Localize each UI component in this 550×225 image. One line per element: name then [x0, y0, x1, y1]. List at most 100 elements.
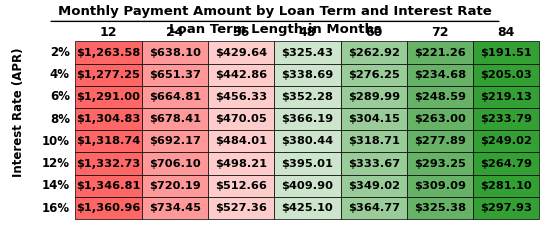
Text: $191.51: $191.51	[481, 47, 532, 58]
Text: 6%: 6%	[50, 90, 70, 104]
Bar	[340, 86, 407, 108]
Bar	[75, 153, 141, 175]
Text: 8%: 8%	[50, 113, 70, 126]
Text: 84: 84	[498, 26, 515, 39]
Bar	[274, 108, 340, 130]
Text: $442.86: $442.86	[215, 70, 267, 80]
Bar	[274, 130, 340, 153]
Text: $338.69: $338.69	[281, 70, 333, 80]
Text: $1,346.81: $1,346.81	[76, 181, 141, 191]
Bar	[473, 64, 540, 86]
Bar	[141, 153, 208, 175]
Bar	[208, 197, 274, 219]
Bar	[208, 153, 274, 175]
Text: $395.01: $395.01	[282, 159, 333, 169]
Bar	[141, 64, 208, 86]
Bar	[473, 108, 540, 130]
Text: 24: 24	[166, 26, 184, 39]
Bar	[473, 153, 540, 175]
Text: $352.28: $352.28	[282, 92, 333, 102]
Text: $484.01: $484.01	[215, 136, 267, 146]
Bar	[208, 130, 274, 153]
Text: $720.19: $720.19	[149, 181, 201, 191]
Bar	[208, 64, 274, 86]
Text: $233.79: $233.79	[480, 114, 532, 124]
Bar	[75, 64, 141, 86]
Bar	[141, 130, 208, 153]
Bar	[141, 108, 208, 130]
Bar	[274, 197, 340, 219]
Bar	[208, 86, 274, 108]
Text: $1,304.83: $1,304.83	[76, 114, 141, 124]
Text: $429.64: $429.64	[215, 47, 267, 58]
Text: 48: 48	[299, 26, 316, 39]
Text: $205.03: $205.03	[481, 70, 532, 80]
Text: $364.77: $364.77	[348, 203, 400, 213]
Text: $221.26: $221.26	[414, 47, 466, 58]
Bar	[75, 175, 141, 197]
Text: $333.67: $333.67	[348, 159, 400, 169]
Bar	[407, 86, 473, 108]
Bar	[340, 108, 407, 130]
Bar	[75, 86, 141, 108]
Text: $325.38: $325.38	[414, 203, 466, 213]
Bar	[340, 175, 407, 197]
Text: $638.10: $638.10	[148, 47, 201, 58]
Bar	[274, 64, 340, 86]
Text: $325.43: $325.43	[282, 47, 333, 58]
Text: $664.81: $664.81	[148, 92, 201, 102]
Text: $678.41: $678.41	[148, 114, 201, 124]
Bar	[141, 197, 208, 219]
Text: $380.44: $380.44	[281, 136, 333, 146]
Text: $512.66: $512.66	[215, 181, 267, 191]
Text: $264.79: $264.79	[480, 159, 532, 169]
Text: $304.15: $304.15	[348, 114, 400, 124]
Text: $409.90: $409.90	[282, 181, 333, 191]
Bar	[407, 64, 473, 86]
Text: $276.25: $276.25	[348, 70, 399, 80]
Bar	[274, 86, 340, 108]
Text: $1,263.58: $1,263.58	[76, 47, 141, 58]
Text: Loan Term Length in Months: Loan Term Length in Months	[169, 23, 381, 36]
Bar	[473, 41, 540, 64]
Bar	[274, 153, 340, 175]
Bar	[340, 130, 407, 153]
Bar	[473, 197, 540, 219]
Bar	[407, 108, 473, 130]
Text: $470.05: $470.05	[215, 114, 267, 124]
Bar	[208, 41, 274, 64]
Bar	[75, 197, 141, 219]
Text: $349.02: $349.02	[348, 181, 400, 191]
Text: $1,360.96: $1,360.96	[76, 203, 141, 213]
Text: $249.02: $249.02	[480, 136, 532, 146]
Bar	[407, 41, 473, 64]
Text: 60: 60	[365, 26, 382, 39]
Bar	[141, 41, 208, 64]
Text: $734.45: $734.45	[148, 203, 201, 213]
Bar	[75, 130, 141, 153]
Text: $318.71: $318.71	[348, 136, 400, 146]
Text: $651.37: $651.37	[149, 70, 201, 80]
Bar	[407, 153, 473, 175]
Text: 12: 12	[100, 26, 117, 39]
Text: $1,277.25: $1,277.25	[76, 70, 140, 80]
Text: $456.33: $456.33	[215, 92, 267, 102]
Text: $1,318.74: $1,318.74	[76, 136, 141, 146]
Bar	[75, 41, 141, 64]
Bar	[141, 86, 208, 108]
Bar	[208, 108, 274, 130]
Bar	[208, 175, 274, 197]
Text: 2%: 2%	[50, 46, 70, 59]
Bar	[407, 197, 473, 219]
Text: 4%: 4%	[50, 68, 70, 81]
Text: $297.93: $297.93	[480, 203, 532, 213]
Text: $706.10: $706.10	[149, 159, 201, 169]
Bar	[407, 130, 473, 153]
Text: $263.00: $263.00	[414, 114, 466, 124]
Text: 10%: 10%	[42, 135, 70, 148]
Text: $219.13: $219.13	[480, 92, 532, 102]
Text: $527.36: $527.36	[215, 203, 267, 213]
Text: 12%: 12%	[42, 157, 70, 170]
Text: $277.89: $277.89	[414, 136, 466, 146]
Text: 14%: 14%	[42, 179, 70, 192]
